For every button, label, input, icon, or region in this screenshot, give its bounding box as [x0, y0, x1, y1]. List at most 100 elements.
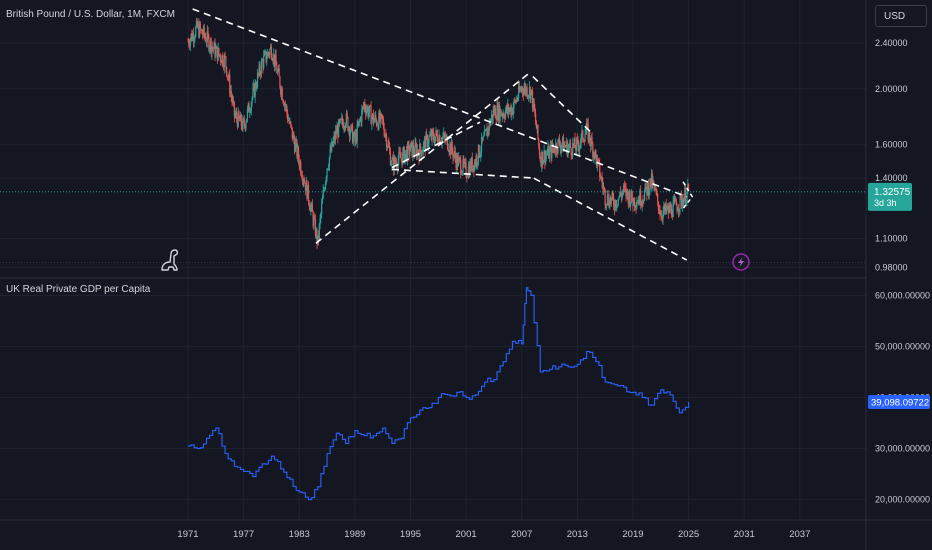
gdp-last-label: 39,098.09722 — [871, 398, 929, 409]
candle-body — [300, 173, 303, 177]
candle-body — [467, 176, 469, 178]
candle-body — [453, 154, 455, 159]
trend-lines[interactable] — [192, 8, 694, 261]
trend-line[interactable] — [192, 8, 688, 198]
candle-body — [265, 51, 267, 62]
candle-body — [298, 159, 300, 167]
candle-body — [562, 137, 565, 152]
candle-body — [671, 215, 673, 218]
candle-body — [283, 102, 285, 106]
candle-body — [542, 160, 544, 165]
price-tick-label: 1.40000 — [875, 173, 908, 183]
candle-body — [296, 140, 298, 157]
candle-body — [344, 124, 347, 129]
time-tick-label: 2025 — [678, 529, 699, 540]
candle-body — [383, 128, 385, 136]
candle-body — [263, 55, 265, 68]
candle-body — [435, 130, 437, 137]
candle-body — [401, 158, 403, 165]
candle-body — [454, 151, 456, 158]
candle-body — [311, 203, 313, 213]
candle-body — [589, 141, 592, 147]
candle-body — [592, 152, 595, 157]
candle-body — [187, 40, 189, 42]
candle-body — [229, 74, 231, 94]
gdp-series — [188, 287, 690, 501]
candle-body — [635, 206, 637, 208]
price-axis-ticks: 2.40000 2.00000 1.60000 1.40000 1.10000 0.980… — [875, 38, 908, 272]
candle-body — [226, 76, 228, 77]
candle-body — [277, 70, 279, 74]
candle-body — [270, 46, 273, 58]
price-tick-label: 1.60000 — [875, 140, 908, 150]
candle-body — [422, 150, 424, 153]
candle-body — [511, 108, 514, 115]
candle-body — [492, 109, 494, 120]
candle-body — [399, 153, 402, 158]
candle-body — [320, 213, 322, 218]
trend-line[interactable] — [315, 71, 532, 244]
trend-line[interactable] — [391, 121, 481, 169]
candle-body — [516, 99, 518, 100]
candle-body — [205, 37, 207, 42]
candle-body — [666, 208, 668, 212]
candle-body — [365, 109, 367, 114]
candle-body — [630, 202, 632, 207]
candle-body — [588, 131, 590, 141]
candle-body — [612, 192, 614, 198]
candle-body — [371, 117, 373, 125]
candle-body — [225, 56, 227, 67]
candle-body — [539, 155, 541, 161]
grid — [0, 0, 866, 520]
candle-body — [508, 109, 510, 113]
candle-body — [382, 119, 385, 129]
candle-body — [517, 97, 519, 100]
candle-body — [230, 90, 232, 97]
dino-icon[interactable] — [161, 249, 179, 271]
candle-body — [443, 133, 446, 137]
candle-body — [392, 157, 395, 171]
candle-body — [524, 85, 526, 90]
candle-body — [446, 136, 448, 138]
candle-body — [336, 127, 338, 135]
lightning-icon[interactable] — [732, 253, 750, 271]
candle-body — [255, 82, 257, 88]
trend-line[interactable] — [532, 75, 592, 134]
candle-body — [232, 100, 234, 102]
candle-body — [589, 131, 591, 142]
candle-body — [570, 147, 572, 155]
candle-body — [404, 153, 406, 163]
candle-body — [379, 113, 381, 122]
candle-body — [367, 107, 369, 117]
candle-body — [575, 147, 577, 151]
candle-body — [249, 111, 252, 112]
candle-body — [457, 157, 459, 167]
candle-body — [429, 133, 432, 136]
gdp-last-badge — [868, 395, 930, 410]
candle-body — [348, 127, 350, 131]
candle-body — [278, 68, 280, 77]
candle-body — [638, 199, 640, 204]
candle-body — [204, 35, 206, 38]
candle-body — [658, 210, 660, 212]
candle-body — [675, 199, 677, 206]
candle-body — [256, 87, 258, 88]
candle-body — [600, 176, 602, 179]
candle-body — [465, 162, 467, 177]
gdp-panel-title: UK Real Private GDP per Capita — [6, 284, 151, 295]
trend-line[interactable] — [533, 177, 688, 261]
candle-body — [533, 98, 535, 110]
candle-body — [236, 112, 238, 119]
candle-body — [624, 187, 626, 188]
candle-body — [386, 146, 388, 148]
candle-body — [587, 123, 589, 141]
candle-body — [682, 199, 684, 206]
candle-body — [593, 152, 595, 159]
currency-selector[interactable]: USD — [875, 5, 927, 27]
candle-body — [687, 184, 689, 191]
candle-body — [602, 182, 604, 190]
candle-body — [460, 173, 463, 175]
candle-body — [616, 204, 619, 206]
candle-body — [477, 145, 480, 163]
